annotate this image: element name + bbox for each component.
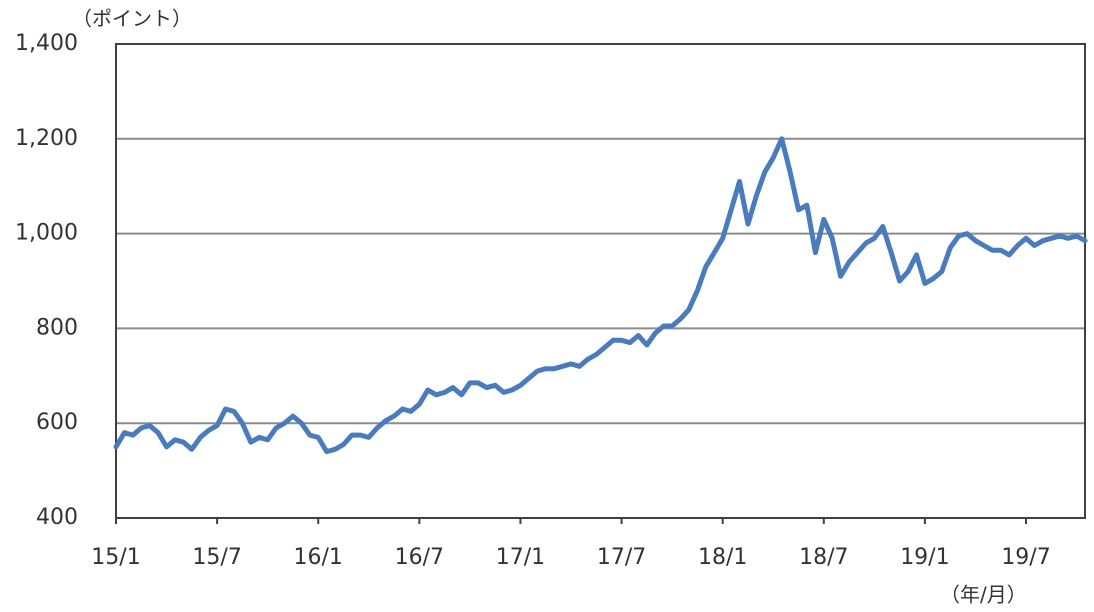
x-unit-label: （年/月）: [940, 583, 1027, 607]
x-tick-label: 17/1: [496, 545, 545, 570]
plot-border: [115, 43, 1086, 519]
y-tick-label: 1,000: [15, 221, 78, 246]
x-tick-label: 16/7: [395, 545, 444, 570]
x-tick-label: 18/7: [799, 545, 848, 570]
y-tick-label: 600: [36, 410, 78, 435]
x-tick-label: 15/7: [192, 545, 241, 570]
y-tick-label: 1,200: [15, 126, 78, 151]
x-tick-label: 15/1: [91, 545, 140, 570]
x-tick-label: 19/1: [900, 545, 949, 570]
y-tick-label: 1,400: [15, 31, 78, 56]
x-tick-label: 19/7: [1001, 545, 1050, 570]
x-tick-label: 16/1: [294, 545, 343, 570]
y-tick-label: 400: [36, 505, 78, 530]
y-tick-label: 800: [36, 315, 78, 340]
y-unit-label: （ポイント）: [72, 7, 192, 31]
data-line: [113, 136, 1088, 455]
x-tick-label: 18/1: [698, 545, 747, 570]
x-tick-label: 17/7: [597, 545, 646, 570]
